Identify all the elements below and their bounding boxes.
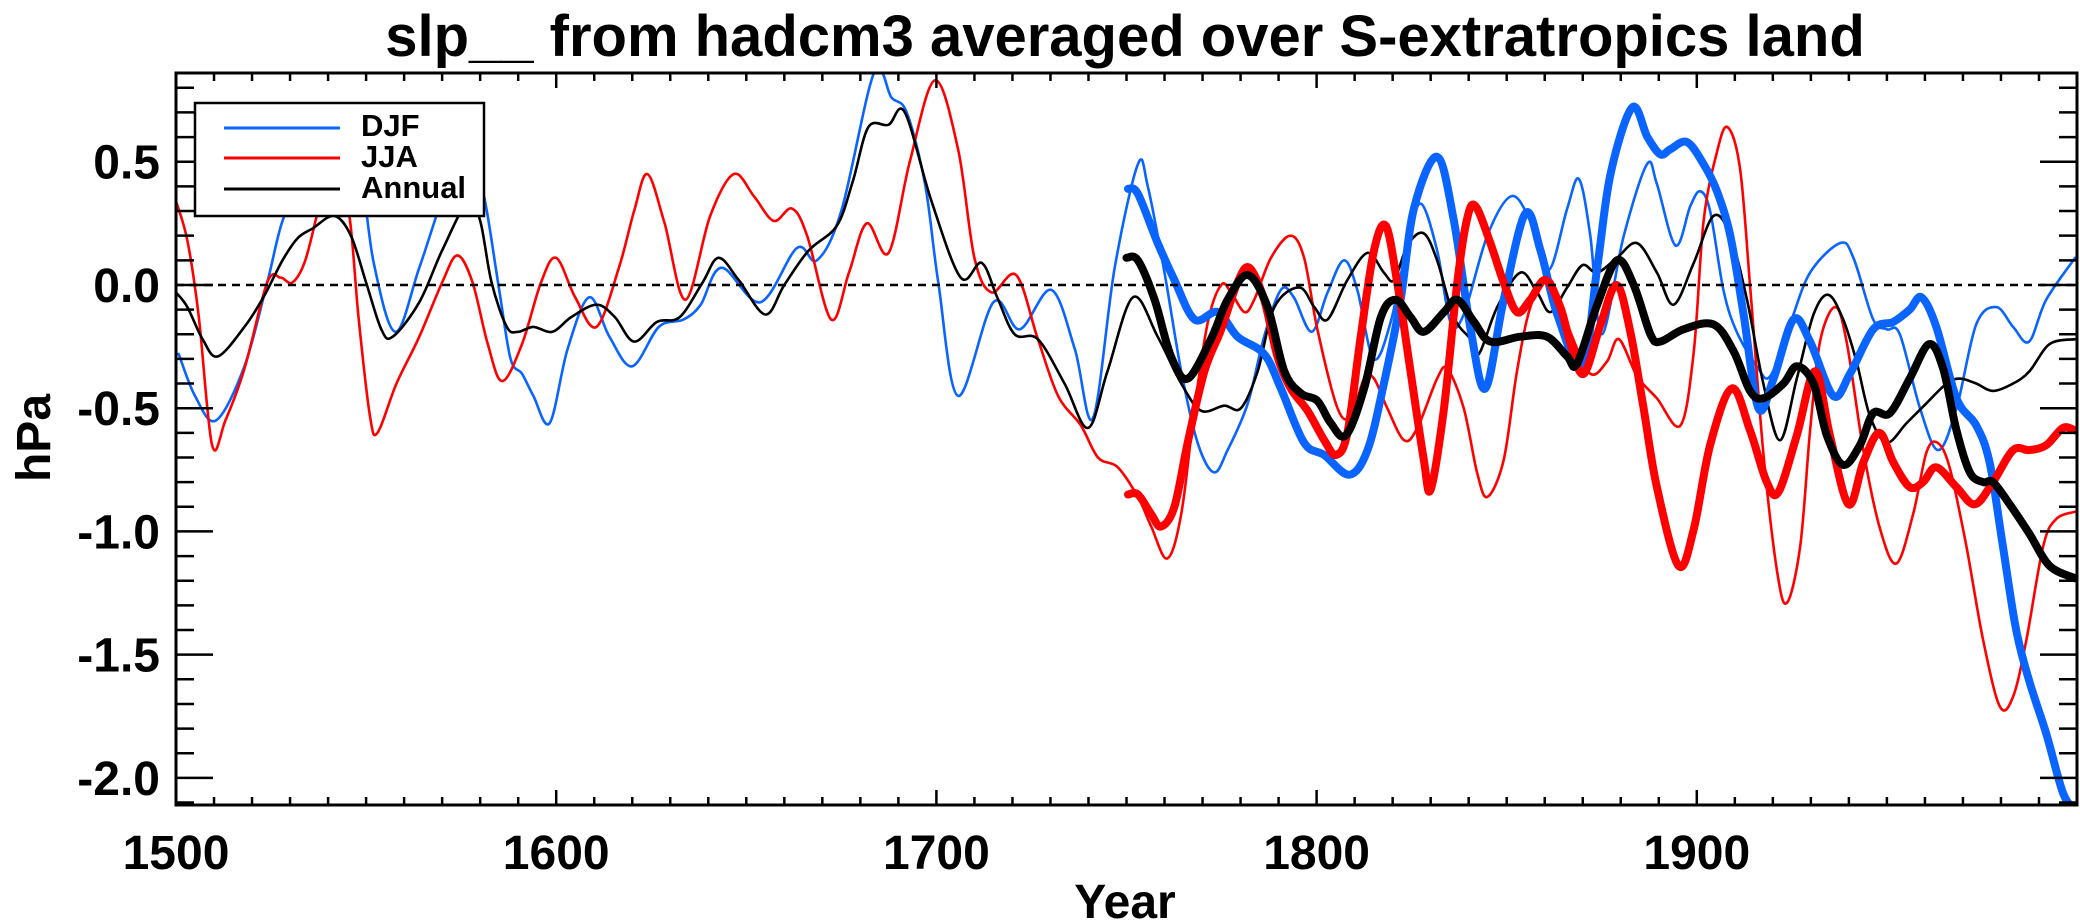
y-tick-label: -2.0 — [77, 753, 160, 806]
chart-title: slp__ from hadcm3 averaged over S-extrat… — [385, 4, 1865, 69]
x-tick-label: 1900 — [1643, 827, 1750, 880]
x-tick-label: 1500 — [123, 827, 230, 880]
x-tick-label: 1700 — [883, 827, 990, 880]
legend-label-djf: DJF — [361, 108, 420, 143]
y-tick-label: -1.0 — [77, 506, 160, 559]
y-tick-label: -0.5 — [77, 383, 160, 436]
series-line-jja-thin — [176, 79, 2077, 712]
x-tick-label: 1800 — [1263, 827, 1370, 880]
legend: DJF JJA Annual — [193, 101, 486, 218]
x-tick-label: 1600 — [503, 827, 610, 880]
series-line-djf-thick — [1124, 102, 2076, 805]
legend-label-jja: JJA — [361, 139, 418, 174]
series-line-annual-thick — [1122, 252, 2077, 583]
legend-label-annual: Annual — [361, 170, 466, 205]
tick-labels: 1500 1600 1700 1800 1900 0.5 0.0 -0.5 -1.0 -1.5 -2… — [77, 137, 1750, 880]
y-tick-label: 0.0 — [93, 260, 160, 313]
y-tick-label: 0.5 — [93, 137, 160, 190]
axes — [174, 71, 2079, 807]
x-axis-label: Year — [1074, 876, 1175, 924]
y-axis-label: hPa — [8, 394, 61, 482]
y-tick-label: -1.5 — [77, 630, 160, 683]
